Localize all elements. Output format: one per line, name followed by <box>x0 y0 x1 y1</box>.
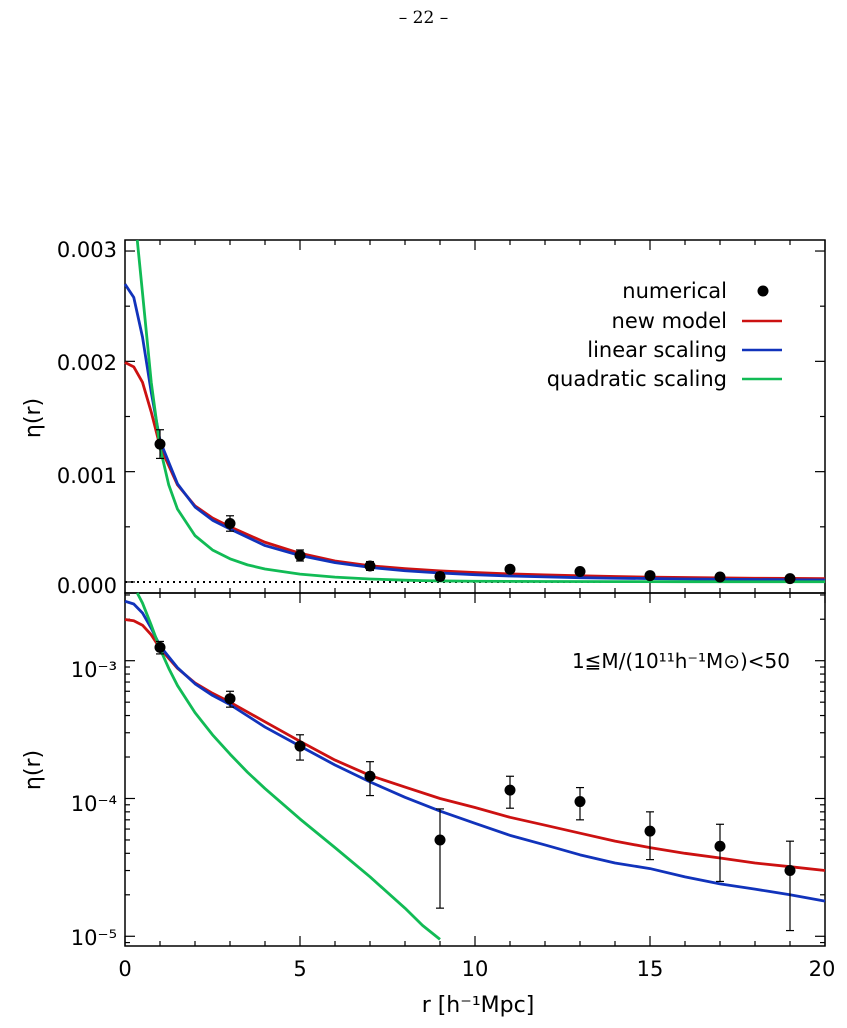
bottom-panel-points <box>154 640 796 932</box>
data-point <box>434 834 446 846</box>
data-point <box>784 865 796 877</box>
legend-label-numerical: numerical <box>622 279 727 303</box>
data-point <box>224 693 236 705</box>
data-point <box>714 571 726 583</box>
data-point <box>644 570 656 582</box>
top-panel-points <box>154 429 796 585</box>
bottom-ytick-label: 10⁻³ <box>71 658 117 682</box>
data-point <box>364 770 376 782</box>
top-ytick-label: 0.003 <box>57 238 117 262</box>
top-ytick-label: 0.002 <box>57 351 117 375</box>
data-point <box>364 560 376 572</box>
data-point <box>154 438 166 450</box>
data-point <box>294 740 306 752</box>
data-point <box>574 565 586 577</box>
xtick-label: 0 <box>118 957 131 981</box>
xtick-label: 20 <box>809 957 836 981</box>
data-point <box>574 796 586 808</box>
data-point <box>714 840 726 852</box>
curve-quadratic-scaling <box>136 592 441 941</box>
data-point <box>294 549 306 561</box>
bottom-panel-curves <box>124 592 826 941</box>
data-point <box>784 573 796 585</box>
legend-label-quadratic-scaling: quadratic scaling <box>547 367 727 391</box>
data-point <box>644 825 656 837</box>
bottom-ytick-label: 10⁻⁴ <box>71 792 117 816</box>
bottom-y-axis-title: η(r) <box>21 750 46 790</box>
bottom-ytick-label: 10⁻⁵ <box>71 926 117 950</box>
xtick-label: 5 <box>293 957 306 981</box>
bottom-panel-frame <box>124 592 826 947</box>
top-y-axis-title: η(r) <box>21 398 46 438</box>
x-axis-title: r [h⁻¹Mpc] <box>422 993 535 1018</box>
top-ytick-label: 0.000 <box>57 574 117 598</box>
data-point <box>504 563 516 575</box>
data-point <box>504 784 516 796</box>
legend-label-new-model: new model <box>612 309 727 333</box>
data-point <box>434 570 446 582</box>
data-point <box>224 518 236 530</box>
legend-marker-numerical <box>757 285 769 297</box>
top-ytick-label: 0.001 <box>57 464 117 488</box>
data-point <box>154 641 166 653</box>
curve-new-model <box>124 361 826 581</box>
bottom-panel-ticks <box>124 593 826 946</box>
xtick-label: 10 <box>462 957 489 981</box>
curve-quadratic-scaling <box>135 239 825 584</box>
page-number: – 22 – <box>398 8 449 28</box>
legend: numerical new model linear scaling quadr… <box>547 279 782 391</box>
mass-range-annotation: 1≦M/(10¹¹h⁻¹M⊙)<50 <box>572 649 790 673</box>
xtick-label: 15 <box>637 957 664 981</box>
legend-label-linear-scaling: linear scaling <box>587 338 727 362</box>
